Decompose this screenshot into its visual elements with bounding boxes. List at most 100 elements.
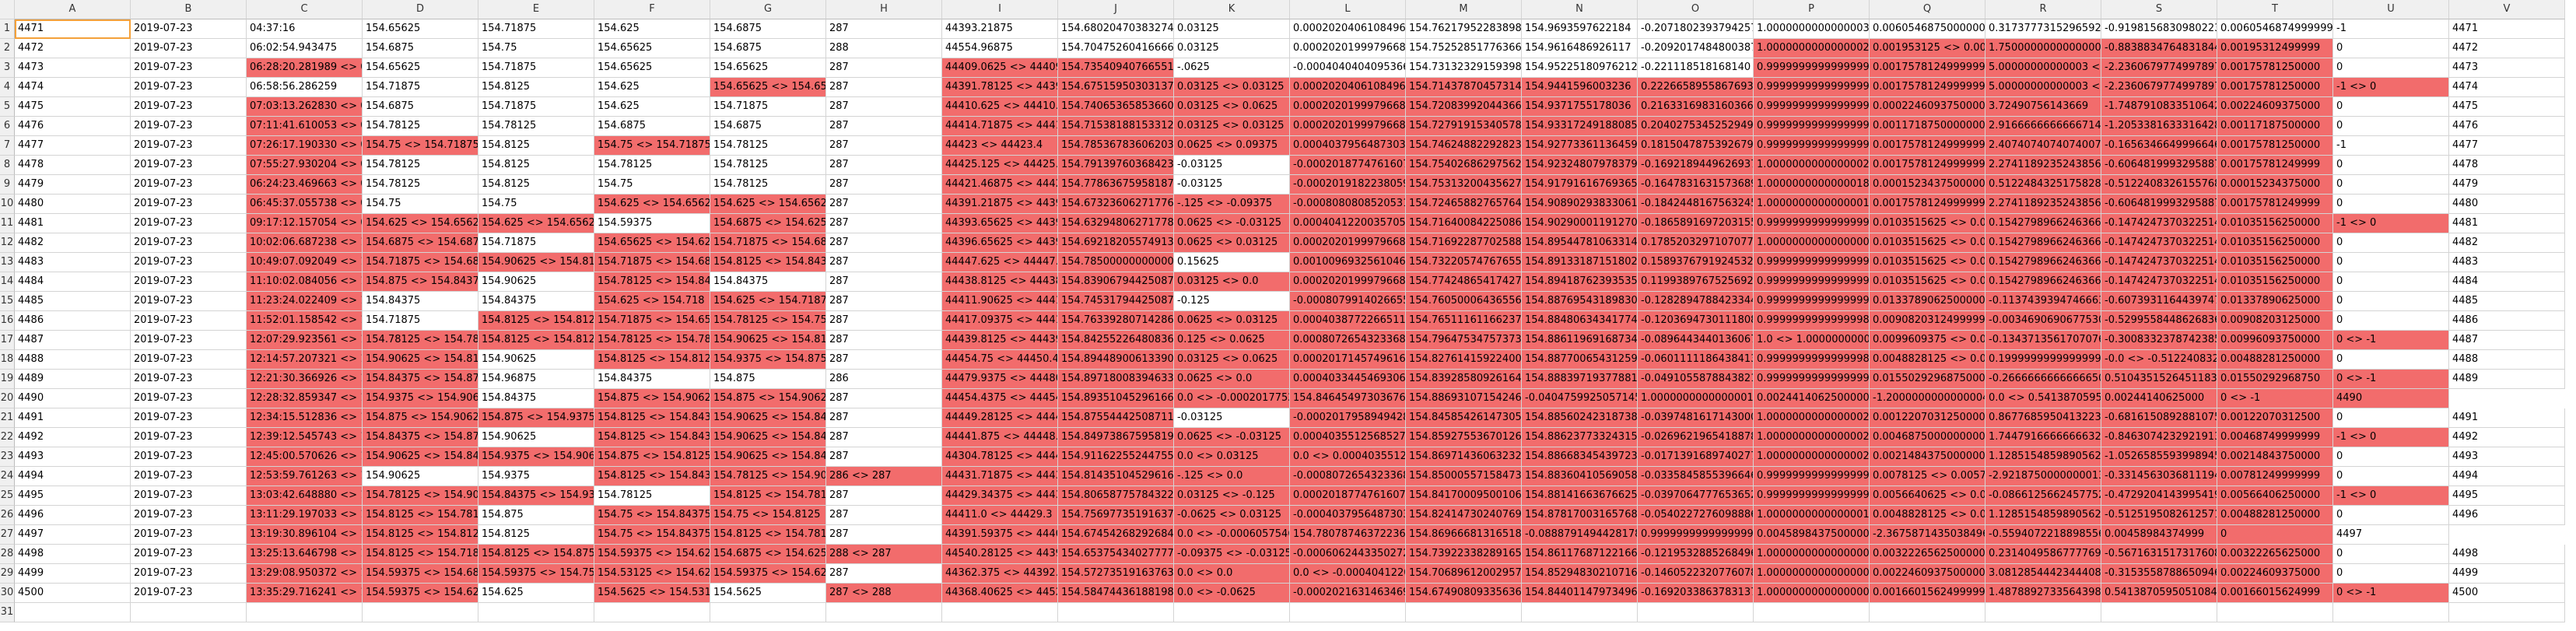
diff-cell[interactable]: -0.0625 <> 0.03125 — [1174, 506, 1290, 525]
diff-cell[interactable]: 44391.78125 <> 44391 — [942, 78, 1058, 97]
grid-cell[interactable]: 4489 — [2449, 370, 2565, 389]
diff-cell[interactable]: 154.71875 <> 154.687 — [710, 233, 826, 253]
diff-cell[interactable]: 154.88360410569058 — [1522, 467, 1638, 486]
diff-cell[interactable]: 0.9999999999999999 — [1754, 117, 1870, 136]
grid-cell[interactable]: 154.71875 — [478, 233, 594, 253]
diff-cell[interactable]: 07:11:41.610053 <> 07: — [247, 117, 363, 136]
grid-cell[interactable]: 4479 — [15, 175, 131, 195]
grid-cell[interactable]: -0.221118518168140 — [1638, 58, 1754, 78]
grid-cell[interactable]: 4485 — [2449, 292, 2565, 311]
diff-cell[interactable]: 0.0625 <> 0.0 — [1174, 370, 1290, 389]
diff-cell[interactable]: 0.0002018774761607 — [1290, 486, 1406, 506]
diff-cell[interactable]: 154.875 <> 154.9375 — [478, 408, 594, 428]
grid-cell[interactable]: 4500 — [15, 584, 131, 603]
grid-cell[interactable]: 154.78125 — [478, 117, 594, 136]
diff-cell[interactable]: 154.86966681316518 — [1406, 525, 1522, 545]
diff-cell[interactable]: 154.8125 <> 154.8750 — [478, 545, 594, 564]
diff-cell[interactable]: -1 <> 0 — [2333, 78, 2449, 97]
grid-cell[interactable]: 154.65625 — [594, 58, 710, 78]
diff-cell[interactable]: 0.8677685950413223 — [1985, 408, 2101, 428]
grid-cell[interactable]: 0 — [2333, 311, 2449, 331]
diff-cell[interactable]: 13:25:13.646798 <> 13: — [247, 545, 363, 564]
grid-cell[interactable]: 154.9693597622184 — [1522, 19, 1638, 39]
diff-cell[interactable]: 44438.8125 <> 44438 — [942, 272, 1058, 292]
diff-cell[interactable]: 0.9999999999999999 — [1754, 214, 1870, 233]
diff-cell[interactable]: 0.0016601562499999 — [1870, 584, 1985, 603]
row-header[interactable]: 24 — [0, 467, 15, 486]
diff-cell[interactable]: 0 <> -1 — [2333, 584, 2449, 603]
diff-cell[interactable]: 07:26:17.190330 <> 07: — [247, 136, 363, 156]
grid-cell[interactable]: 4478 — [2449, 156, 2565, 175]
diff-cell[interactable]: 154.6875 <> 154.687 — [363, 233, 478, 253]
column-header-m[interactable]: M — [1406, 0, 1522, 19]
diff-cell[interactable]: 0.0048828125 <> 0.0 — [1870, 506, 1985, 525]
diff-cell[interactable]: 1.0000000000000018 — [1754, 175, 1870, 195]
grid-cell[interactable]: 04:37:16 — [247, 19, 363, 39]
diff-cell[interactable]: 0.0 <> 0.0 — [1174, 564, 1290, 584]
grid-cell[interactable]: 4485 — [15, 292, 131, 311]
diff-cell[interactable]: 4490 — [2333, 389, 2449, 408]
diff-cell[interactable]: 1.7500000000000000 — [1985, 39, 2101, 58]
diff-cell[interactable]: -0.3153558788650946 — [2101, 564, 2217, 584]
grid-cell[interactable]: 4495 — [15, 486, 131, 506]
diff-cell[interactable]: 154.625 <> 154.718 — [594, 292, 710, 311]
grid-cell[interactable]: 4478 — [15, 156, 131, 175]
diff-cell[interactable]: 44429.34375 <> 44430 — [942, 486, 1058, 506]
grid-cell[interactable]: 4497 — [2333, 525, 2449, 545]
grid-cell[interactable]: 287 — [826, 272, 942, 292]
grid-cell[interactable]: 154.75 — [594, 175, 710, 195]
diff-cell[interactable]: 154.71437870457314 — [1406, 78, 1522, 97]
diff-cell[interactable]: 0.0625 <> -0.03125 — [1174, 428, 1290, 447]
grid-cell[interactable]: 154.9375 — [478, 467, 594, 486]
diff-cell[interactable]: 154.78125 <> 154.906 — [363, 486, 478, 506]
grid-cell[interactable]: 2019-07-23 — [131, 467, 247, 486]
diff-cell[interactable]: 0.0 <> 0.03125 — [1174, 447, 1290, 467]
grid-cell[interactable]: -0.2092017484800387 — [1638, 39, 1754, 58]
diff-cell[interactable]: 154.80658775784322 — [1058, 486, 1174, 506]
diff-cell[interactable]: -0.0171391689740277 — [1638, 447, 1754, 467]
diff-cell[interactable]: 0.1589376791924532 — [1638, 253, 1754, 272]
grid-cell[interactable]: 44393.21875 — [942, 19, 1058, 39]
diff-cell[interactable]: -0.1203694730111808 — [1638, 311, 1754, 331]
grid-cell[interactable]: 154.76217952283898 — [1406, 19, 1522, 39]
grid-cell[interactable]: 154.90625 — [478, 350, 594, 370]
grid-cell[interactable]: -0.03125 — [1174, 156, 1290, 175]
grid-cell[interactable]: 4482 — [2449, 233, 2565, 253]
grid-cell[interactable] — [363, 603, 478, 622]
grid-cell[interactable]: 0 — [2333, 467, 2449, 486]
diff-cell[interactable]: 154.75402686297562 — [1406, 156, 1522, 175]
diff-cell[interactable]: 154.6875 <> 154.625 — [710, 545, 826, 564]
grid-cell[interactable]: 2019-07-23 — [131, 545, 247, 564]
grid-cell[interactable]: 287 — [826, 117, 942, 136]
diff-cell[interactable]: 0.2163316983160366 — [1638, 97, 1754, 117]
diff-cell[interactable]: 154.79647534757373 — [1406, 331, 1522, 350]
grid-cell[interactable]: 154.96875 — [478, 370, 594, 389]
diff-cell[interactable]: 154.74065365853660 — [1058, 97, 1174, 117]
diff-cell[interactable]: 0.0099609375 <> 0.00 — [1870, 331, 1985, 350]
diff-cell[interactable]: 154.81435104529616 — [1058, 467, 1174, 486]
column-header-f[interactable]: F — [594, 0, 710, 19]
diff-cell[interactable]: 0.03125 <> 0.0625 — [1174, 97, 1290, 117]
grid-cell[interactable]: 287 — [826, 214, 942, 233]
diff-cell[interactable]: 1.00000000000000013 — [1638, 389, 1754, 408]
diff-cell[interactable]: 0.0017578124999999 — [1870, 156, 1985, 175]
diff-cell[interactable]: 154.9375 <> 154.9062 — [363, 389, 478, 408]
grid-cell[interactable]: 154.71875 — [710, 97, 826, 117]
grid-cell[interactable]: 154.6875 — [594, 117, 710, 136]
diff-cell[interactable]: 154.59375 <> 154.687 — [363, 564, 478, 584]
grid-cell[interactable]: 154.71875 — [478, 58, 594, 78]
diff-cell[interactable]: -0.3008332378742385 — [2101, 331, 2217, 350]
grid-cell[interactable]: 287 — [826, 97, 942, 117]
row-header[interactable]: 2 — [0, 39, 15, 58]
diff-cell[interactable]: 154.88560242318738 — [1522, 408, 1638, 428]
diff-cell[interactable]: 44439.8125 <> 44439 — [942, 331, 1058, 350]
diff-cell[interactable]: 154.90625 <> 154.843 — [363, 447, 478, 467]
diff-cell[interactable]: -0.1474247370322514 — [2101, 214, 2217, 233]
diff-cell[interactable]: 0.01035156250000 — [2217, 253, 2333, 272]
diff-cell[interactable]: 154.71640084225086 — [1406, 214, 1522, 233]
grid-cell[interactable]: 4481 — [15, 214, 131, 233]
row-header[interactable]: 5 — [0, 97, 15, 117]
grid-cell[interactable]: 4475 — [15, 97, 131, 117]
diff-cell[interactable]: 0.00122070312500 — [2217, 408, 2333, 428]
grid-cell[interactable]: 154.8125 — [478, 78, 594, 97]
